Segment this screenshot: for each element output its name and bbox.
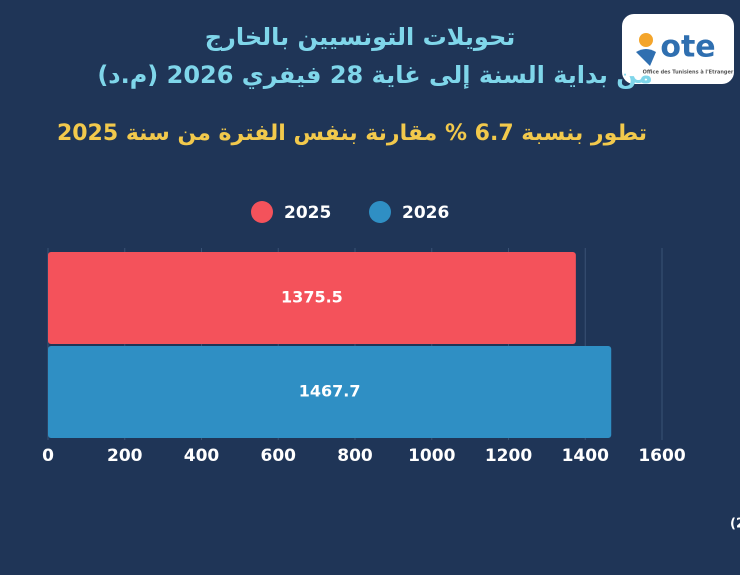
- x-tick-label: 1600: [638, 446, 685, 466]
- x-tick-label: 200: [107, 446, 143, 466]
- chart-title: من بداية السنة إلى غاية 28 فيفري 2026 (م…: [97, 61, 652, 89]
- data-label: 1467.7: [299, 382, 361, 401]
- legend-swatch: [369, 201, 391, 223]
- x-tick-label: 1000: [408, 446, 455, 466]
- legend-swatch: [251, 201, 273, 223]
- data-label: 1375.5: [281, 288, 343, 307]
- x-tick-label: 0: [42, 446, 54, 466]
- legend-label: 2026: [402, 203, 449, 223]
- x-tick-label: 800: [337, 446, 373, 466]
- logo: ote Office des Tunisiens à l'Etranger: [622, 14, 734, 84]
- x-tick-label: 400: [184, 446, 220, 466]
- logo-text: ote: [660, 30, 715, 65]
- bar: [48, 252, 576, 344]
- bar: [48, 346, 612, 438]
- source: المصدر: البنك المركزي التونسي (28 فيفري …: [730, 517, 740, 532]
- logo-icon: [636, 49, 656, 66]
- chart-title: تحويلات التونسيين بالخارج: [205, 23, 516, 51]
- x-tick-label: 600: [261, 446, 297, 466]
- legend-label: 2025: [284, 203, 331, 223]
- logo-caption: Office des Tunisiens à l'Etranger: [643, 69, 734, 76]
- x-tick-label: 1200: [485, 446, 532, 466]
- logo-box: [622, 14, 734, 84]
- logo-icon: [639, 33, 653, 47]
- x-tick-label: 1400: [562, 446, 609, 466]
- chart-subtitle: تطور بنسبة 6.7 % مقارنة بنفس الفترة من س…: [57, 121, 647, 146]
